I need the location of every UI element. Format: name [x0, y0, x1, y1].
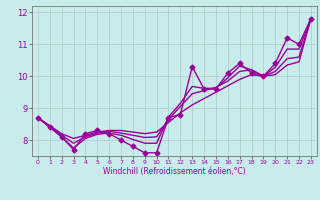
X-axis label: Windchill (Refroidissement éolien,°C): Windchill (Refroidissement éolien,°C) — [103, 167, 246, 176]
